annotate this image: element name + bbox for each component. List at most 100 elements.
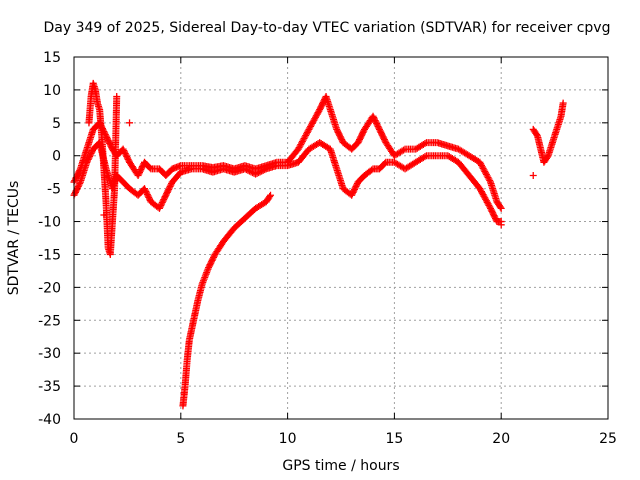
data-point xyxy=(484,200,492,208)
data-point xyxy=(480,192,488,200)
tick-labels: 0 5 10 15 20 25 -40 -35 -30 -25 -20 -15 -10 -5 0 5 10 15 xyxy=(38,50,617,447)
data-point xyxy=(497,221,505,229)
data-point xyxy=(295,144,303,152)
data-point xyxy=(368,166,376,174)
series-outliers xyxy=(100,119,537,229)
data-point xyxy=(497,204,505,212)
y-tick-label: -5 xyxy=(47,182,61,198)
data-point xyxy=(245,167,253,175)
data-point xyxy=(479,191,487,199)
plot-frame xyxy=(73,56,609,420)
data-point xyxy=(477,160,485,168)
x-tick-label: 25 xyxy=(599,431,617,447)
data-point xyxy=(244,166,252,174)
data-point xyxy=(421,140,429,148)
data-point xyxy=(476,158,484,166)
data-point xyxy=(267,191,275,199)
y-tick-label: 0 xyxy=(52,149,61,165)
data-point xyxy=(482,169,490,177)
data-point xyxy=(258,167,266,175)
data-point xyxy=(311,115,319,123)
data-point xyxy=(294,145,302,153)
data-point xyxy=(400,146,408,154)
y-tick-label: 15 xyxy=(43,50,61,66)
series-main-band-lower xyxy=(70,139,505,226)
x-tick-label: 5 xyxy=(176,431,185,447)
data-point xyxy=(479,164,487,172)
x-axis-title: GPS time / hours xyxy=(282,458,399,474)
y-tick-label: 5 xyxy=(52,116,61,132)
data-point xyxy=(255,169,263,177)
data-point xyxy=(299,136,307,144)
y-tick-label: -15 xyxy=(38,247,61,263)
data-point xyxy=(261,166,269,174)
data-point xyxy=(242,166,250,174)
data-point xyxy=(483,198,491,206)
data-point xyxy=(483,172,491,180)
data-point xyxy=(482,170,490,178)
data-point xyxy=(484,173,492,181)
data-point xyxy=(421,153,429,161)
data-point xyxy=(559,99,567,107)
data-point xyxy=(307,121,315,129)
y-tick-label: -35 xyxy=(38,379,61,395)
data-point xyxy=(303,128,311,136)
series-deep-dip-recovery xyxy=(179,191,275,410)
data-point xyxy=(298,139,306,147)
data-point xyxy=(253,169,261,177)
data-point xyxy=(482,197,490,205)
data-point xyxy=(76,180,84,188)
y-tick-label: -10 xyxy=(38,215,61,231)
data-point xyxy=(477,186,485,194)
chart-title: Day 349 of 2025, Sidereal Day-to-day VTE… xyxy=(44,20,611,36)
series-late-segment xyxy=(529,99,567,166)
data-point xyxy=(298,138,306,146)
data-point xyxy=(529,171,537,179)
grid-lines xyxy=(74,57,608,419)
x-tick-label: 0 xyxy=(70,431,79,447)
data-point xyxy=(485,175,493,183)
data-point xyxy=(313,110,321,118)
data-point xyxy=(300,135,308,143)
data-point xyxy=(476,185,484,193)
data-point xyxy=(477,188,485,196)
data-point xyxy=(478,163,486,171)
data-point xyxy=(247,168,255,176)
data-point xyxy=(309,118,317,126)
data-points xyxy=(70,79,567,410)
data-point xyxy=(113,92,121,100)
data-point xyxy=(312,112,320,120)
data-point xyxy=(297,141,305,149)
data-point xyxy=(306,124,314,132)
data-point xyxy=(126,119,134,127)
data-point xyxy=(481,194,489,202)
data-point xyxy=(307,122,315,130)
data-point xyxy=(478,189,486,197)
data-point xyxy=(308,119,316,127)
data-point xyxy=(302,130,310,138)
data-point xyxy=(266,193,274,201)
data-point xyxy=(249,169,257,177)
y-tick-label: -20 xyxy=(38,280,61,296)
data-point xyxy=(314,109,322,117)
x-tick-label: 20 xyxy=(492,431,510,447)
series-spike-near-hour-1 xyxy=(85,79,121,258)
data-point xyxy=(100,211,108,219)
y-tick-label: -25 xyxy=(38,313,61,329)
data-point xyxy=(305,125,313,133)
y-axis-title: SDTVAR / TECUs xyxy=(6,181,22,296)
data-point xyxy=(485,201,493,209)
data-point xyxy=(252,170,260,178)
data-point xyxy=(310,116,318,124)
data-point xyxy=(480,166,488,174)
data-point xyxy=(259,166,267,174)
data-point xyxy=(482,195,490,203)
data-point xyxy=(301,133,309,141)
data-point xyxy=(496,203,504,211)
data-point xyxy=(481,167,489,175)
y-tick-label: -40 xyxy=(38,412,61,428)
data-point xyxy=(304,127,312,135)
y-tick-label: -30 xyxy=(38,346,61,362)
data-point xyxy=(256,168,264,176)
